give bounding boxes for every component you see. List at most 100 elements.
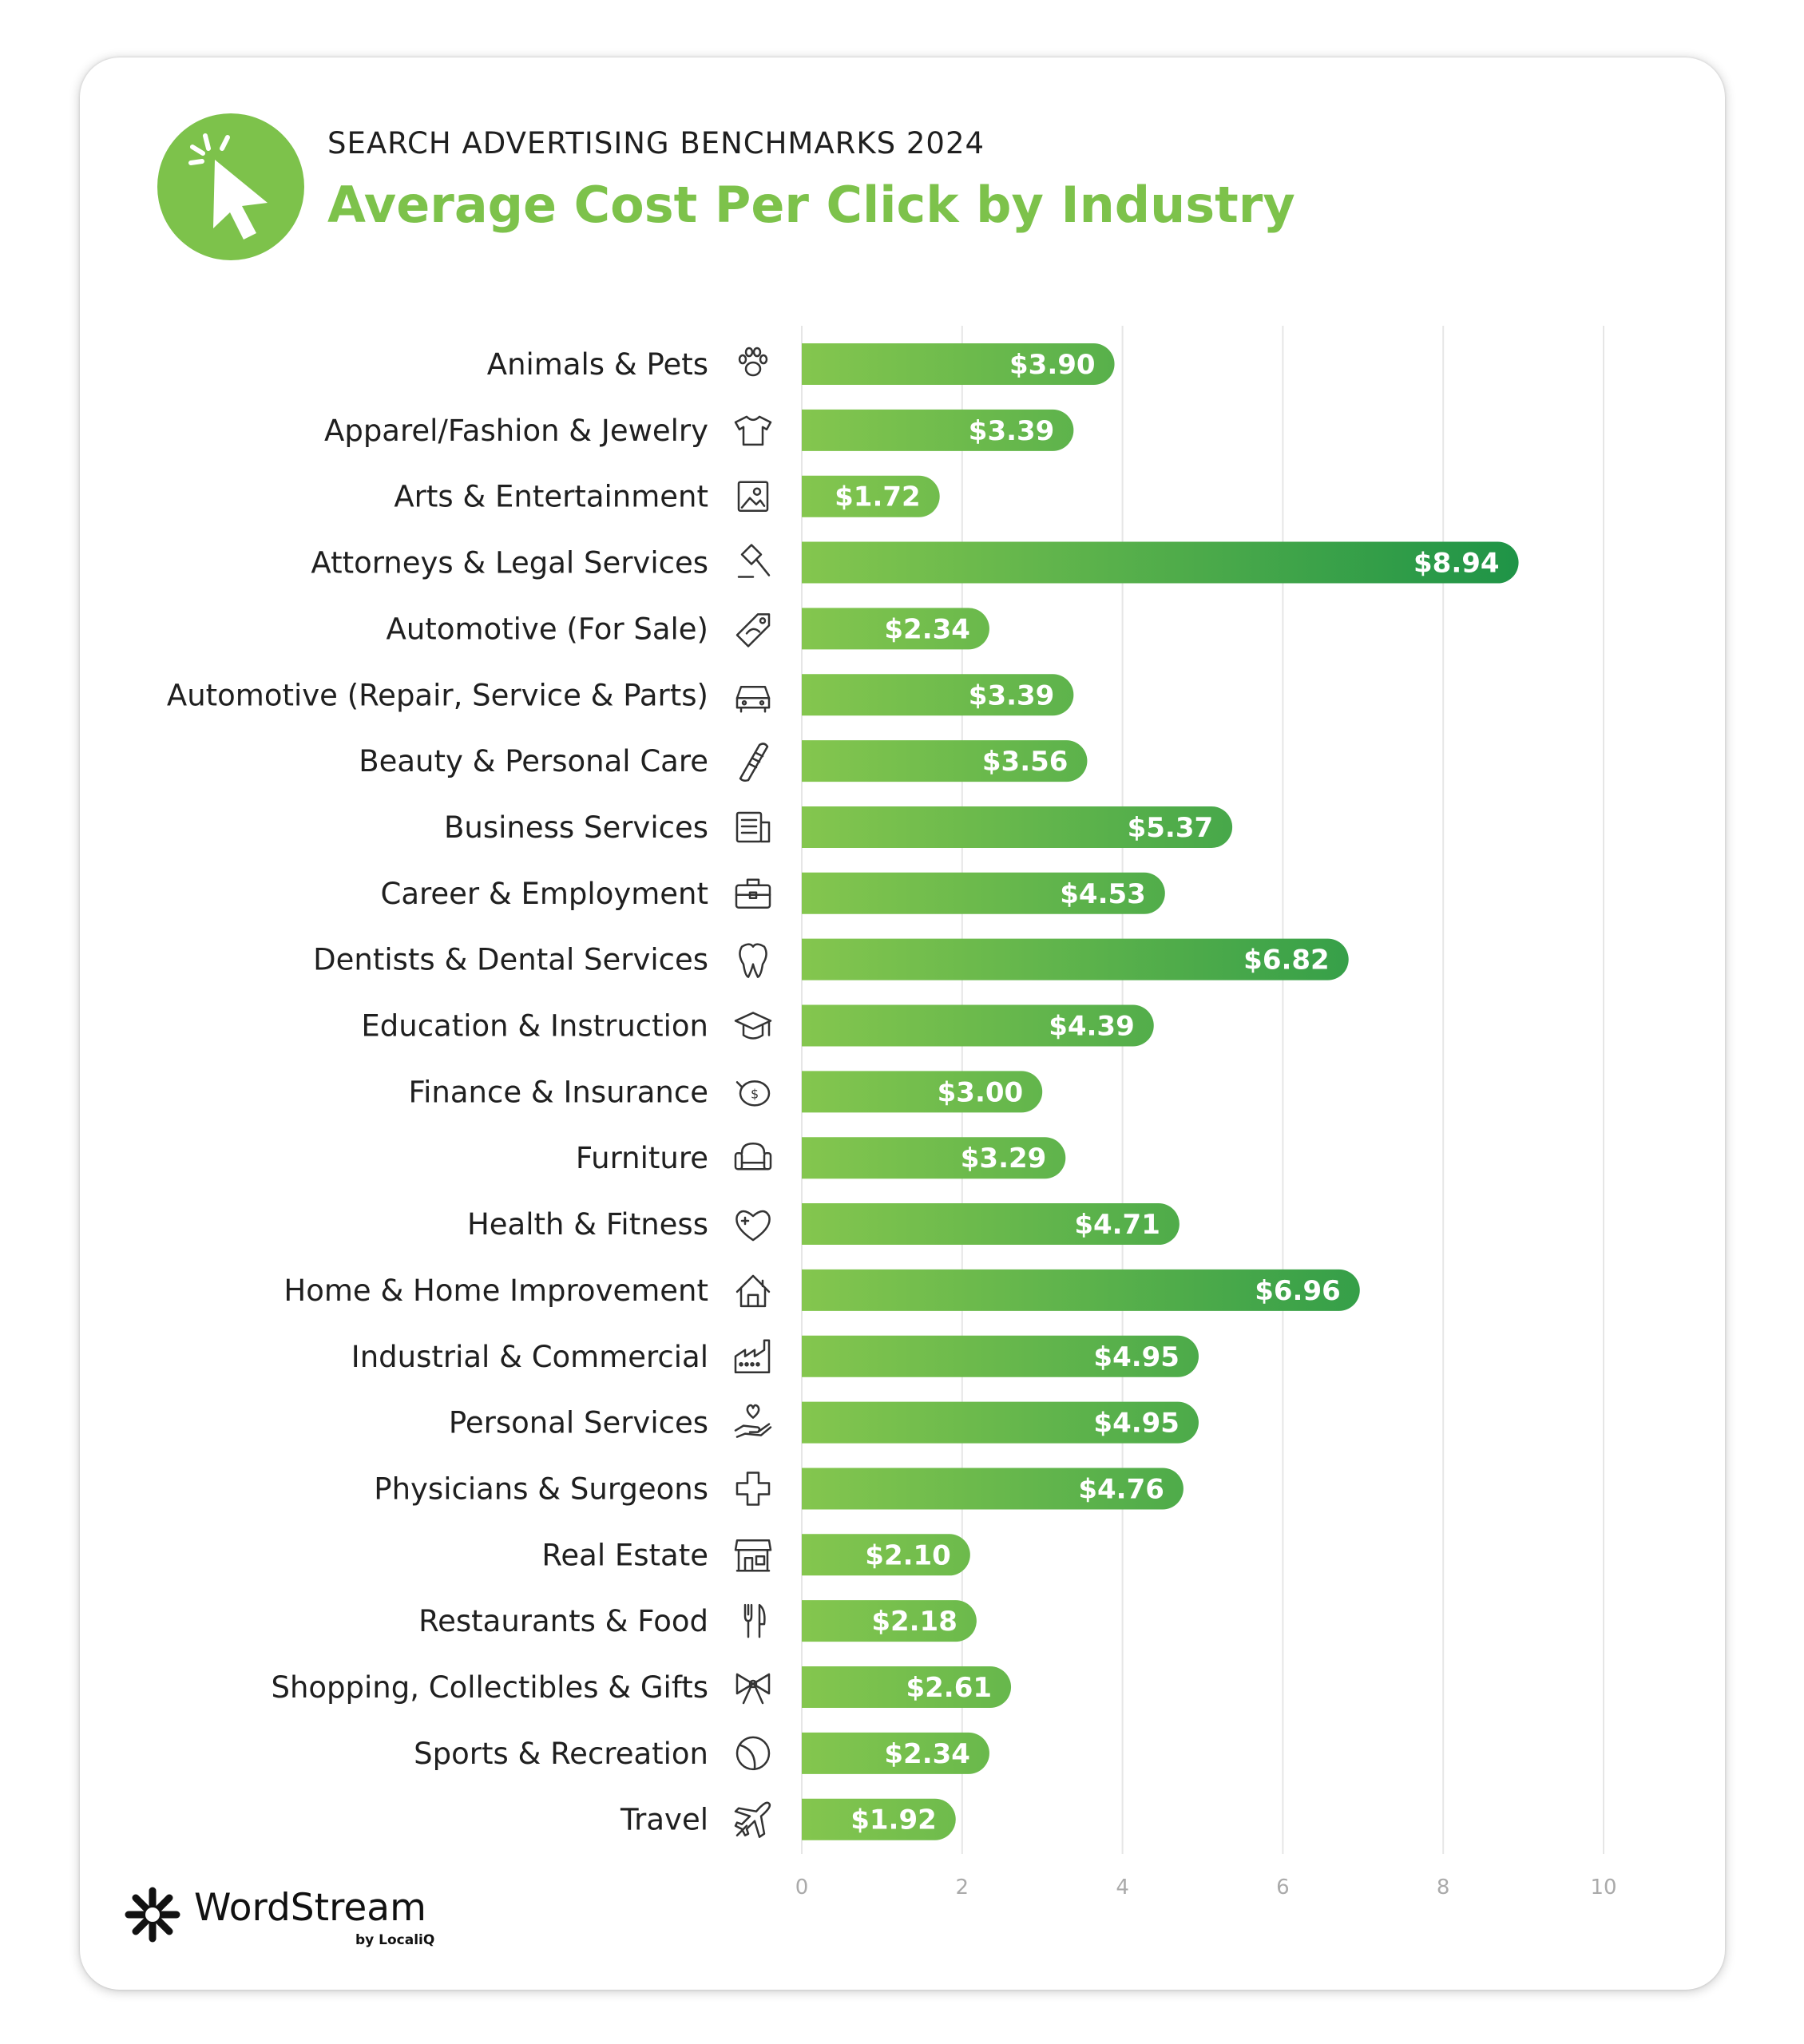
bar-value-label: $3.29	[961, 1143, 1047, 1175]
medical-cross-icon	[735, 1472, 771, 1506]
bar	[802, 674, 1074, 716]
picture-icon	[737, 481, 769, 512]
bar-row: Personal Services $4.95	[449, 1401, 1199, 1444]
category-label: Automotive (For Sale)	[387, 612, 708, 646]
bar	[802, 1071, 1043, 1113]
svg-text:$: $	[751, 1086, 759, 1101]
bar-value-label: $6.82	[1243, 945, 1330, 976]
category-label: Sports & Recreation	[414, 1737, 708, 1771]
bar-row: Attorneys & Legal Services $8.94	[311, 541, 1519, 584]
bar	[802, 872, 1165, 914]
bar	[802, 938, 1349, 980]
category-label: Finance & Insurance	[409, 1075, 708, 1109]
briefcase-icon	[735, 878, 771, 909]
bar-value-label: $4.95	[1093, 1408, 1180, 1440]
piggy-bank-icon: $	[735, 1080, 771, 1107]
bar-row: Education & Instruction $4.39	[361, 1004, 1154, 1047]
wordstream-logo: WordStream by LocaliQ	[124, 1884, 443, 1956]
tshirt-icon	[734, 415, 772, 446]
bar	[802, 806, 1233, 848]
bar-row: Arts & Entertainment $1.72	[394, 475, 940, 517]
gavel-icon	[737, 544, 771, 578]
logo-subtext: by LocaliQ	[355, 1932, 435, 1948]
bar-row: Industrial & Commercial $4.95	[351, 1335, 1199, 1377]
bar-row: Physicians & Surgeons $4.76	[374, 1468, 1184, 1510]
bar-row: Restaurants & Food $2.18	[418, 1600, 977, 1642]
category-label: Health & Fitness	[467, 1207, 708, 1242]
category-label: Beauty & Personal Care	[359, 744, 708, 778]
category-label: Automotive (Repair, Service & Parts)	[167, 678, 708, 712]
bar	[802, 1401, 1199, 1444]
bar-value-label: $4.71	[1074, 1209, 1160, 1241]
price-tag-icon	[735, 613, 771, 648]
x-tick-label: 6	[1276, 1876, 1290, 1899]
bar-row: Travel $1.92	[620, 1798, 956, 1840]
heart-icon	[735, 1210, 771, 1242]
x-tick-label: 4	[1116, 1876, 1129, 1899]
gift-bow-icon	[735, 1673, 771, 1705]
bar-value-label: $6.96	[1255, 1275, 1341, 1307]
category-label: Career & Employment	[380, 877, 708, 911]
bar	[802, 1798, 956, 1840]
bar-value-label: $2.34	[884, 613, 970, 645]
logo-name: WordStream	[194, 1886, 426, 1930]
category-label: Apparel/Fashion & Jewelry	[324, 414, 708, 448]
bar	[802, 1137, 1066, 1179]
bar-value-label: $1.92	[850, 1804, 937, 1836]
paw-icon	[738, 347, 768, 377]
bar-row: Animals & Pets $3.90	[487, 343, 1115, 385]
category-label: Home & Home Improvement	[283, 1274, 708, 1308]
bar-value-label: $3.39	[969, 415, 1055, 447]
bar	[802, 1600, 977, 1642]
bar-row: Home & Home Improvement $6.96	[283, 1269, 1360, 1311]
category-label: Personal Services	[449, 1406, 708, 1440]
bar-row: Furniture $3.29	[576, 1137, 1066, 1179]
storefront-icon	[734, 1539, 772, 1572]
bar	[802, 541, 1519, 584]
bar-row: Health & Fitness $4.71	[467, 1203, 1180, 1246]
bar-row: Shopping, Collectibles & Gifts $2.61	[271, 1666, 1012, 1708]
airplane-icon	[734, 1801, 771, 1838]
comb-icon	[739, 743, 769, 782]
category-label: Dentists & Dental Services	[313, 943, 708, 977]
category-label: Industrial & Commercial	[351, 1340, 708, 1374]
x-tick-label: 0	[795, 1876, 809, 1899]
category-label: Attorneys & Legal Services	[311, 546, 708, 580]
bar-value-label: $3.39	[969, 679, 1055, 711]
hand-heart-icon	[734, 1404, 772, 1438]
bar	[802, 1004, 1154, 1047]
bar	[802, 1534, 970, 1576]
house-icon	[735, 1274, 771, 1308]
category-label: Furniture	[576, 1141, 708, 1175]
bar-value-label: $3.90	[1009, 349, 1096, 381]
category-label: Real Estate	[541, 1538, 708, 1572]
bar	[802, 1203, 1180, 1246]
category-label: Education & Instruction	[361, 1009, 708, 1044]
category-label: Travel	[620, 1803, 708, 1837]
bar-value-label: $3.00	[938, 1076, 1024, 1108]
bar	[802, 740, 1088, 782]
x-tick-label: 10	[1590, 1876, 1616, 1899]
category-label: Restaurants & Food	[418, 1604, 708, 1638]
bar	[802, 409, 1074, 451]
bar-row: Automotive (For Sale) $2.34	[387, 608, 989, 650]
category-label: Business Services	[444, 810, 708, 845]
bar-row: Beauty & Personal Care $3.56	[359, 740, 1088, 782]
bar-value-label: $2.61	[906, 1672, 992, 1704]
bar-row: Career & Employment $4.53	[380, 872, 1165, 914]
bar-row: Dentists & Dental Services $6.82	[313, 938, 1349, 980]
bar-value-label: $4.53	[1060, 878, 1146, 910]
car-icon	[735, 686, 771, 713]
wordstream-logo-icon	[125, 1887, 180, 1943]
chart-subtitle: SEARCH ADVERTISING BENCHMARKS 2024	[327, 126, 985, 160]
ball-icon	[735, 1736, 771, 1771]
bar-row: Real Estate $2.10	[541, 1534, 970, 1576]
bar-row: Apparel/Fashion & Jewelry $3.39	[324, 409, 1074, 451]
bar	[802, 608, 989, 650]
bar-value-label: $5.37	[1128, 812, 1214, 844]
x-tick-label: 8	[1437, 1876, 1450, 1899]
bar-row: Automotive (Repair, Service & Parts) $3.3…	[167, 674, 1074, 716]
fork-knife-icon	[743, 1603, 766, 1638]
factory-icon	[734, 1339, 771, 1373]
bar-chart: 0 2 4 6 8 10 Animals & Pets $3.90 Apparel/Fashi…	[167, 326, 1617, 1899]
